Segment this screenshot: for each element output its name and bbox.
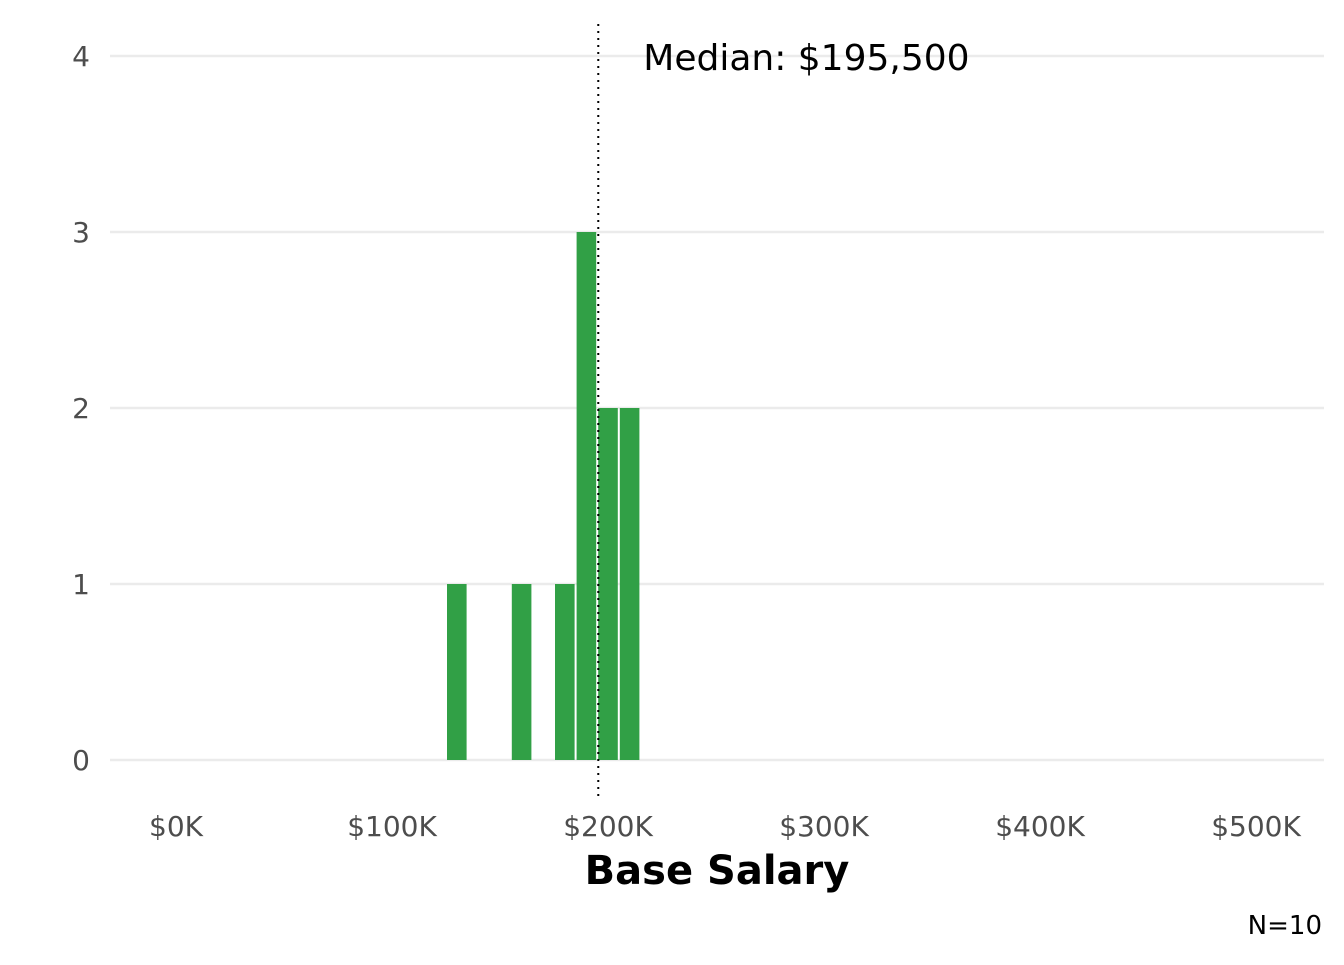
histogram-bar-0 xyxy=(447,584,467,760)
histogram-bar-2 xyxy=(555,584,575,760)
x-tick-label-5: $500K xyxy=(1211,810,1301,843)
x-tick-label-1: $100K xyxy=(347,810,437,843)
x-tick-label-3: $300K xyxy=(779,810,869,843)
x-tick-label-4: $400K xyxy=(995,810,1085,843)
y-axis-ticks: 0 1 2 3 4 xyxy=(72,40,90,777)
y-tick-label-4: 4 xyxy=(72,40,90,73)
y-tick-label-0: 0 xyxy=(72,744,90,777)
histogram-bar-3 xyxy=(576,232,597,760)
x-tick-label-2: $200K xyxy=(563,810,653,843)
median-annotation: Median: $195,500 xyxy=(643,38,969,79)
sample-size-caption: N=10 xyxy=(1248,911,1322,941)
x-axis-ticks: $0K $100K $200K $300K $400K $500K xyxy=(149,810,1301,843)
histogram-bar-5 xyxy=(619,408,640,760)
y-tick-label-2: 2 xyxy=(72,392,90,425)
y-tick-label-1: 1 xyxy=(72,568,90,601)
histogram-bar-1 xyxy=(511,584,532,760)
x-tick-label-0: $0K xyxy=(149,810,204,843)
histogram-bars xyxy=(447,232,640,760)
grid-lines xyxy=(110,54,1324,762)
y-tick-label-3: 3 xyxy=(72,216,90,249)
x-axis-title: Base Salary xyxy=(585,848,850,894)
histogram-bar-4 xyxy=(598,408,618,760)
